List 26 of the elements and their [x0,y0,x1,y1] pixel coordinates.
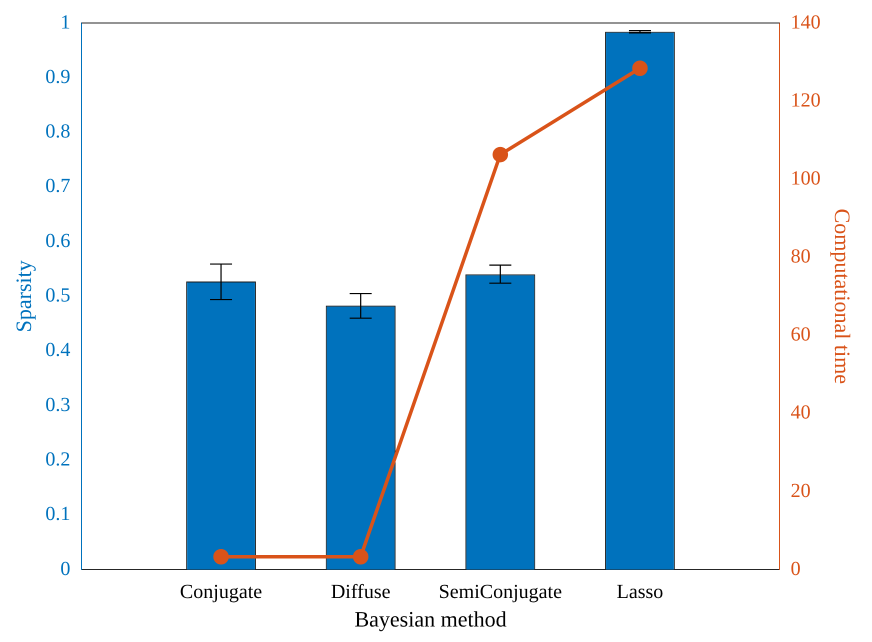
y-tick-label: 0.4 [45,339,70,362]
y2-tick-label: 120 [790,89,821,112]
y2-tick-label: 80 [790,246,811,268]
y-tick-label: 0 [60,558,70,580]
y2-tick-label: 20 [790,480,811,502]
y2-tick-label: 0 [790,558,801,580]
y-tick-label: 0.9 [45,66,70,88]
y-tick-label: 0.1 [45,503,70,526]
y2-tick-label: 40 [790,402,811,424]
y2-tick-label: 100 [790,167,821,190]
y2-axis-title: Computational time [830,208,856,384]
y-tick-label: 0.2 [45,448,70,471]
y-tick-label: 0.7 [45,175,70,198]
y-tick-label: 0.6 [45,230,70,252]
y2-tick-label: 60 [790,324,811,346]
y2-tick-label: 140 [790,11,821,34]
x-tick-label: SemiConjugate [438,580,562,603]
y-axis-title: Sparsity [10,260,36,332]
y-tick-label: 0.8 [45,120,70,143]
y-tick-label: 0.5 [45,284,70,307]
x-tick-label: Conjugate [180,580,262,603]
x-tick-label: Diffuse [330,580,391,603]
x-axis-title: Bayesian method [354,606,507,632]
x-tick-label: Lasso [616,580,664,603]
y-tick-label: 1 [60,11,70,34]
y-tick-label: 0.3 [45,394,70,416]
